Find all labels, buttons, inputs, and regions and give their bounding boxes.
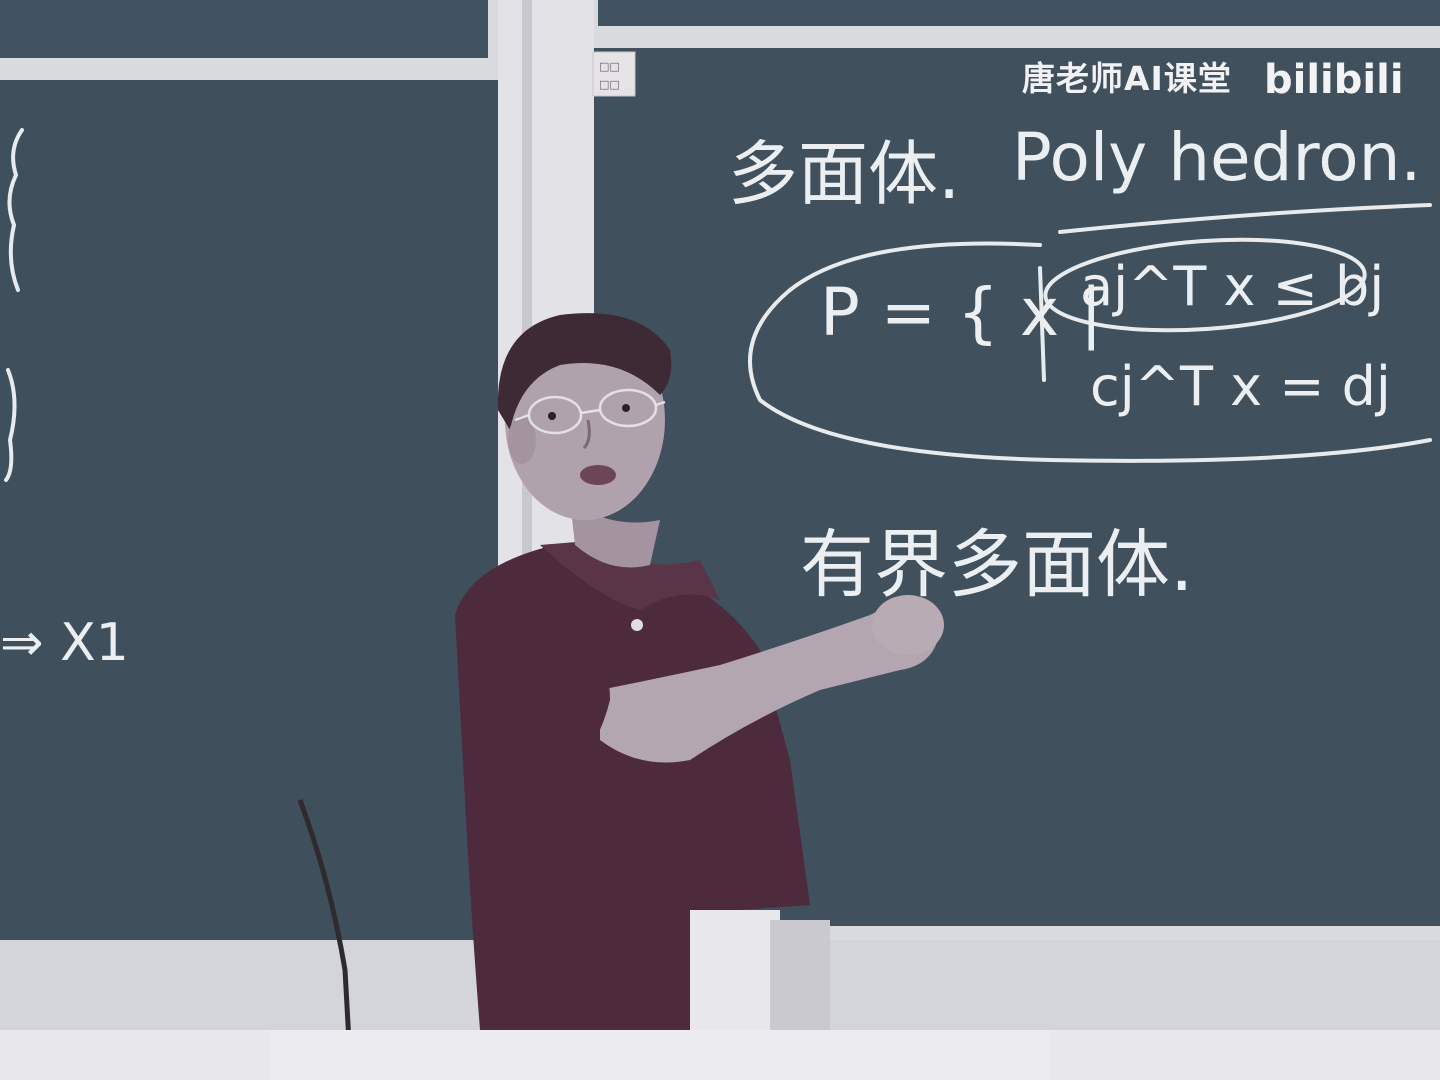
svg-text:□□: □□ [599,78,620,91]
watermark-channel: 唐老师AI课堂 [1022,59,1232,98]
podium-item [690,910,780,1050]
bilibili-logo: bilibili [1264,57,1404,103]
chalk-formula-ineq: aj^T x ≤ bj [1080,255,1384,318]
upper-left-board [0,0,488,58]
inner-ellipse [1043,237,1367,333]
chalk-polyhedron-zh: 多面体. [728,133,960,215]
svg-text:bilibili: bilibili [1264,57,1404,103]
stamp-logo [592,51,636,97]
microphone-stand [297,799,353,1061]
chalk-writing [748,203,1432,463]
upper-right-board [598,0,1440,26]
outer-curve [748,288,1432,463]
chalk-bounded-polyhedron: 有界多面体. [800,522,1194,608]
chalk-formula-lhs: P = { x | [820,274,1102,351]
left-chalk-marks [4,128,24,482]
left-chalkboard [0,80,498,940]
chalk-formula-eq: cj^T x = dj [1090,355,1391,418]
left-chalk-x1: ⇒ X1 [0,613,129,673]
lecturer [455,313,944,1030]
chalk-polyhedron-en: Poly hedron. [1012,119,1421,196]
svg-text:□□: □□ [599,60,620,73]
